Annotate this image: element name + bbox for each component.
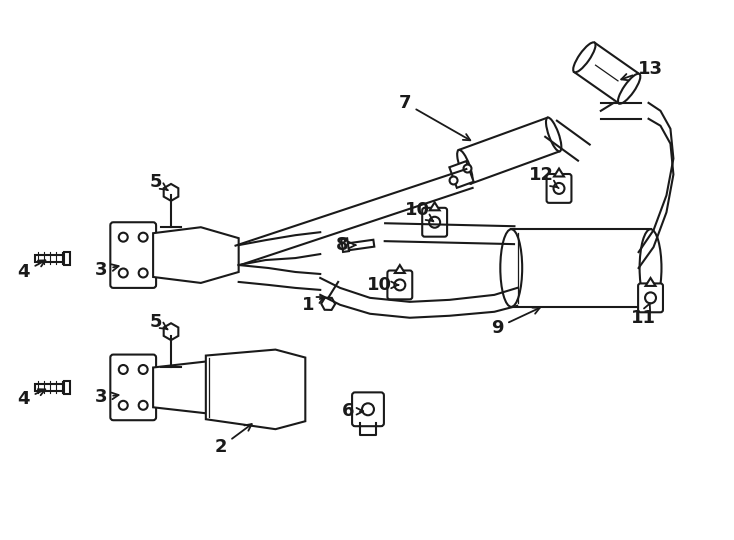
Text: 3: 3 xyxy=(95,388,118,406)
FancyBboxPatch shape xyxy=(422,208,447,237)
Circle shape xyxy=(139,401,148,410)
Text: 11: 11 xyxy=(631,303,656,327)
Text: 9: 9 xyxy=(491,308,539,337)
Circle shape xyxy=(119,233,128,241)
Ellipse shape xyxy=(546,118,562,151)
Polygon shape xyxy=(64,381,70,394)
Text: 6: 6 xyxy=(342,402,363,420)
Text: 5: 5 xyxy=(150,173,167,192)
FancyBboxPatch shape xyxy=(638,284,663,312)
Text: 13: 13 xyxy=(621,60,663,80)
Polygon shape xyxy=(34,254,65,261)
Text: 3: 3 xyxy=(95,261,119,279)
Polygon shape xyxy=(646,278,655,286)
Ellipse shape xyxy=(573,42,595,72)
Circle shape xyxy=(394,280,405,291)
Polygon shape xyxy=(346,240,374,251)
Text: 4: 4 xyxy=(18,260,46,281)
Circle shape xyxy=(553,183,564,194)
Text: 12: 12 xyxy=(528,166,559,188)
Polygon shape xyxy=(395,265,405,273)
Polygon shape xyxy=(512,229,650,307)
Ellipse shape xyxy=(618,74,640,104)
Text: 10: 10 xyxy=(368,276,399,294)
Ellipse shape xyxy=(457,150,473,184)
Text: 8: 8 xyxy=(336,236,355,254)
Ellipse shape xyxy=(501,229,522,307)
Circle shape xyxy=(139,268,148,278)
Polygon shape xyxy=(153,361,241,413)
Circle shape xyxy=(119,401,128,410)
Polygon shape xyxy=(554,168,564,177)
Polygon shape xyxy=(429,202,440,210)
Text: 5: 5 xyxy=(150,313,167,330)
Text: 10: 10 xyxy=(405,201,433,221)
Polygon shape xyxy=(153,227,239,283)
Circle shape xyxy=(463,165,471,172)
FancyBboxPatch shape xyxy=(352,393,384,426)
Polygon shape xyxy=(459,118,560,184)
Circle shape xyxy=(119,365,128,374)
Circle shape xyxy=(119,268,128,278)
Circle shape xyxy=(139,233,148,241)
Circle shape xyxy=(362,403,374,415)
Polygon shape xyxy=(449,161,473,188)
Text: 1: 1 xyxy=(302,296,324,314)
Text: 4: 4 xyxy=(18,389,46,408)
Circle shape xyxy=(429,217,440,228)
Text: 2: 2 xyxy=(214,424,252,456)
Polygon shape xyxy=(64,252,70,265)
Text: 7: 7 xyxy=(399,94,470,140)
Polygon shape xyxy=(34,384,65,391)
Polygon shape xyxy=(341,238,349,252)
Circle shape xyxy=(449,177,457,185)
FancyBboxPatch shape xyxy=(547,174,572,203)
Circle shape xyxy=(139,365,148,374)
FancyBboxPatch shape xyxy=(388,271,413,299)
Ellipse shape xyxy=(639,229,661,307)
FancyBboxPatch shape xyxy=(110,222,156,288)
Polygon shape xyxy=(574,43,639,103)
FancyBboxPatch shape xyxy=(110,355,156,420)
Circle shape xyxy=(645,292,656,303)
Polygon shape xyxy=(206,349,305,429)
